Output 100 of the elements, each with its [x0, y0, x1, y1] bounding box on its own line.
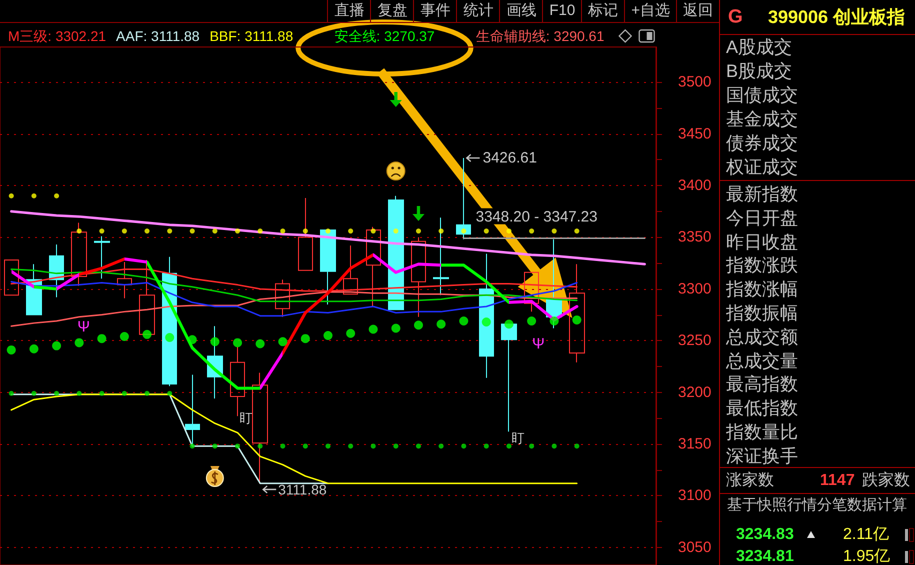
y-tick-label: 3150 — [678, 436, 712, 453]
point — [416, 228, 421, 234]
line-series — [10, 210, 646, 266]
annotation: 3426.61 — [482, 150, 537, 166]
annotation: 3348.20 - 3347.23 — [476, 208, 598, 226]
point — [370, 444, 376, 449]
point — [31, 193, 36, 198]
point — [461, 228, 466, 234]
point — [527, 316, 536, 326]
text: 返回 — [676, 0, 719, 22]
point — [188, 335, 197, 344]
point — [99, 228, 104, 234]
text: +自选 — [624, 0, 676, 22]
candlestick — [388, 195, 404, 310]
point — [235, 444, 240, 449]
text: 事件 — [413, 0, 456, 22]
text: 最低指数 — [726, 398, 798, 418]
text: 基于快照行情分笔数据计算 — [727, 496, 907, 514]
point — [235, 228, 240, 234]
text: 安全线: 3270.37 — [334, 28, 435, 44]
text: 1.95亿 — [843, 548, 890, 565]
point — [6, 345, 16, 354]
y-tick-label: 3500 — [678, 74, 712, 91]
point — [506, 228, 512, 234]
point — [210, 337, 220, 346]
text: 画线 — [499, 0, 542, 22]
text: B股成交 — [726, 61, 792, 81]
text: 3234.81 — [736, 548, 794, 565]
text: 复盘 — [370, 0, 414, 22]
point — [438, 228, 444, 234]
annotation: Ψ — [532, 336, 545, 352]
point — [76, 390, 82, 396]
point — [326, 228, 330, 234]
candlestick — [456, 158, 471, 240]
text: 昨日收盘 — [726, 232, 798, 252]
point — [436, 320, 446, 329]
point — [212, 444, 218, 449]
point — [54, 390, 60, 396]
point — [8, 390, 14, 396]
point — [529, 444, 534, 449]
text: 3234.83 — [736, 526, 794, 543]
point — [212, 228, 218, 234]
point — [280, 228, 286, 234]
text: A股成交 — [726, 37, 792, 57]
y-tick-label: 3100 — [678, 487, 712, 504]
text: 399006 创业板指 — [768, 7, 906, 27]
text: 1147 — [820, 472, 855, 489]
candlestick — [320, 230, 336, 305]
text: 涨家数 — [726, 472, 774, 489]
point — [368, 324, 378, 334]
annotation: Ψ — [77, 318, 90, 336]
text: 2.11亿 — [843, 526, 889, 543]
point — [326, 444, 330, 449]
line-series — [10, 280, 578, 317]
line-series — [10, 268, 578, 302]
point — [144, 228, 150, 234]
y-tick-label: 3350 — [678, 228, 712, 246]
point — [574, 228, 580, 234]
text: F10 — [542, 0, 582, 22]
text: 基金成交 — [726, 109, 798, 129]
point — [302, 444, 308, 449]
point — [31, 390, 36, 396]
point — [348, 444, 354, 449]
point — [8, 193, 14, 198]
point — [144, 390, 150, 396]
text: AAF: 3111.88 — [116, 28, 200, 44]
point — [120, 332, 129, 341]
point — [438, 444, 444, 449]
text: 债券成交 — [726, 133, 798, 153]
point — [52, 341, 62, 350]
point — [302, 228, 308, 234]
text: 最新指数 — [726, 184, 798, 204]
point — [122, 228, 127, 234]
point — [552, 228, 557, 234]
point — [346, 328, 356, 338]
point — [29, 344, 38, 354]
text: 统计 — [456, 0, 500, 22]
text: 国债成交 — [726, 85, 798, 105]
candlestick — [298, 197, 313, 271]
point — [258, 444, 263, 449]
point — [190, 444, 195, 449]
point — [233, 338, 242, 348]
text: 权证成交 — [726, 157, 798, 177]
text: BBF: 3111.88 — [210, 28, 294, 44]
point — [506, 444, 512, 449]
text: M三级: 3302.21 — [8, 28, 106, 44]
point — [552, 444, 557, 449]
point — [459, 316, 468, 326]
point — [393, 228, 398, 234]
point — [165, 333, 174, 342]
y-tick-label: 3400 — [678, 177, 712, 194]
text: 指数涨跌 — [726, 255, 798, 276]
y-tick-label: 3050 — [678, 538, 712, 556]
text: G — [728, 6, 743, 28]
point — [278, 337, 288, 346]
text: 指数振幅 — [726, 303, 798, 323]
point — [97, 334, 106, 344]
point — [300, 334, 310, 344]
point — [504, 320, 514, 329]
point — [167, 390, 172, 396]
